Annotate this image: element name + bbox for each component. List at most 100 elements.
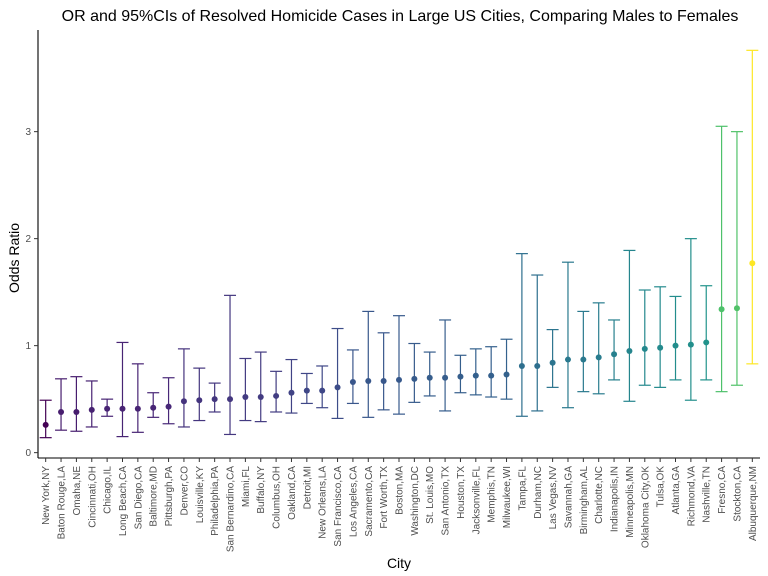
x-tick-label: Boston,MA <box>395 466 406 515</box>
data-point <box>641 345 648 352</box>
x-tick-label: Jacksonville,FL <box>471 466 482 535</box>
x-tick-label: Washington,DC <box>410 466 421 536</box>
data-point <box>657 344 664 351</box>
y-tick-label: 0 <box>25 448 31 459</box>
x-tick-label: Milwaukee,WI <box>502 466 513 528</box>
x-tick-label: Atlanta,GA <box>671 466 682 515</box>
x-tick-label: Savannah,GA <box>563 466 574 529</box>
x-tick-label: Minneapolis,MN <box>625 466 636 538</box>
x-tick-label: Omaha,NE <box>72 466 83 516</box>
data-point <box>319 387 326 394</box>
data-point <box>396 376 402 383</box>
data-point <box>211 396 218 403</box>
x-tick-label: Durham,NC <box>533 466 544 519</box>
x-tick-label: Houston,TX <box>456 466 467 519</box>
x-tick-label: Buffalo,NY <box>256 466 267 514</box>
x-tick-label: San Bernardino,CA <box>226 466 237 552</box>
data-point <box>687 341 694 348</box>
x-tick-label: Chicago,IL <box>103 466 114 514</box>
x-tick-label: Tulsa,OK <box>656 466 667 508</box>
data-point <box>257 394 264 401</box>
data-point <box>88 406 95 413</box>
data-point <box>134 405 141 412</box>
x-tick-label: Long Beach,CA <box>118 466 129 536</box>
x-tick-label: Baton Rouge,LA <box>57 466 68 540</box>
x-tick-label: Charlotte,NC <box>594 466 605 524</box>
data-point <box>595 354 602 361</box>
data-point <box>442 374 449 381</box>
x-tick-label: Stockton,CA <box>732 466 743 522</box>
data-point <box>549 359 556 366</box>
x-tick-label: New Orleans,LA <box>318 466 329 539</box>
x-tick-label: Las Vegas,NV <box>548 466 559 530</box>
plot-area: 0 1 2 3 New York,NY Baton Rouge,LA Omaha,NE Cin… <box>25 30 760 552</box>
x-tick-label: San Francisco,CA <box>333 466 344 547</box>
x-tick-label: Cincinnati,OH <box>87 466 98 528</box>
x-tick-label: Baltimore,MD <box>149 466 160 527</box>
data-point <box>733 305 740 312</box>
y-tick-label: 2 <box>25 234 31 245</box>
x-tick-label: Oklahoma City,OK <box>640 466 651 548</box>
data-point <box>380 377 387 384</box>
y-tick-label: 3 <box>25 127 31 138</box>
x-tick-label: Memphis,TN <box>487 466 498 523</box>
data-point <box>534 362 541 369</box>
data-point <box>365 377 372 384</box>
x-axis-title: City <box>387 555 411 571</box>
x-tick-label: Nashville,TN <box>702 466 713 523</box>
x-tick-label: Fort Worth,TX <box>379 466 390 529</box>
data-point <box>73 408 80 415</box>
data-point <box>227 396 234 403</box>
data-point <box>242 394 249 401</box>
data-point <box>104 405 111 412</box>
data-point <box>303 387 310 394</box>
x-tick-label: Tampa,FL <box>517 466 528 511</box>
data-point <box>718 306 725 313</box>
data-point <box>503 371 510 378</box>
y-tick-label: 1 <box>25 341 31 352</box>
x-tick-label: Louisville,KY <box>195 466 206 524</box>
data-point <box>426 374 433 381</box>
x-tick-label: Columbus,OH <box>272 466 283 529</box>
data-point <box>611 351 618 358</box>
data-point <box>334 384 341 391</box>
data-point <box>150 404 157 411</box>
x-tick-label: Los Angeles,CA <box>348 466 359 537</box>
data-point <box>457 373 464 380</box>
data-point <box>488 372 495 379</box>
data-point <box>472 372 479 379</box>
x-tick-label: New York,NY <box>41 466 52 525</box>
data-point <box>518 362 525 369</box>
x-tick-label: Albuquerque,NM <box>748 466 759 541</box>
x-tick-label: Pittsburgh,PA <box>164 466 175 527</box>
data-point <box>626 348 633 354</box>
x-tick-label: St. Louis,MO <box>425 466 436 524</box>
data-point <box>180 398 187 405</box>
data-point <box>749 260 756 267</box>
x-tick-label: Detroit,MI <box>302 466 313 509</box>
data-point <box>580 356 587 363</box>
data-point <box>672 342 679 349</box>
data-point <box>288 389 295 396</box>
data-point <box>119 405 126 412</box>
x-tick-label: Denver,CO <box>179 466 190 516</box>
data-point <box>564 356 571 363</box>
data-point <box>273 392 280 399</box>
x-tick-label: Oakland,CA <box>287 466 298 520</box>
x-tick-label: Fresno,CA <box>717 466 728 514</box>
y-axis-title: Odds Ratio <box>6 223 22 293</box>
data-point <box>58 408 65 415</box>
x-tick-label: Richmond,VA <box>686 466 697 527</box>
data-point <box>42 421 49 428</box>
data-point <box>703 339 710 346</box>
data-point <box>411 375 418 382</box>
x-tick-label: San Antonio,TX <box>441 466 452 536</box>
chart-title: OR and 95%CIs of Resolved Homicide Cases… <box>62 8 739 25</box>
x-tick-label: Sacramento,CA <box>364 466 375 537</box>
data-point <box>165 403 172 410</box>
data-point <box>349 379 356 386</box>
x-tick-label: Indianapolis,IN <box>610 466 621 532</box>
x-tick-label: San Diego,CA <box>133 466 144 530</box>
x-tick-label: Philadelphia,PA <box>210 466 221 536</box>
